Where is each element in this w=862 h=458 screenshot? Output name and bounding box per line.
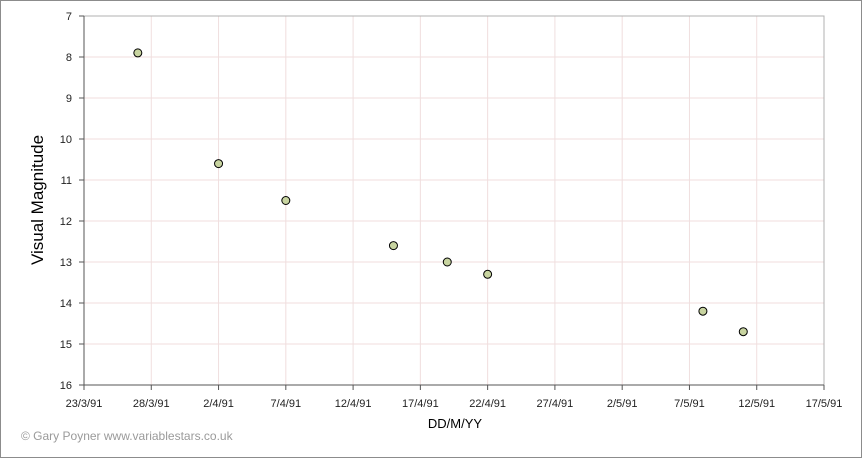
x-tick-label: 12/4/91 <box>335 398 372 410</box>
y-tick-label: 9 <box>66 93 72 105</box>
x-axis-title: DD/M/YY <box>428 416 483 431</box>
y-axis-title: Visual Magnitude <box>28 135 47 265</box>
x-tick-label: 2/5/91 <box>607 398 638 410</box>
y-tick-label: 8 <box>66 52 72 64</box>
data-point <box>281 196 291 205</box>
copyright-notice: © Gary Poyner www.variablestars.co.uk <box>21 429 233 443</box>
data-point <box>483 269 493 279</box>
x-tick-label: 12/5/91 <box>738 398 775 410</box>
y-tick-label: 13 <box>60 257 72 269</box>
data-point <box>698 306 708 316</box>
x-axis-ticks: 23/3/91 28/3/91 2/4/91 7/4/91 12/4/91 17/4/91… <box>66 385 843 410</box>
x-tick-label: 7/4/91 <box>271 398 302 410</box>
x-tick-label: 22/4/91 <box>469 398 506 410</box>
data-point <box>133 48 143 58</box>
y-tick-label: 16 <box>60 380 72 392</box>
y-tick-label: 12 <box>60 216 72 228</box>
data-points <box>133 48 748 337</box>
x-tick-label: 28/3/91 <box>133 398 170 410</box>
axes <box>83 16 824 386</box>
y-tick-label: 14 <box>60 298 72 310</box>
plot-area <box>83 15 825 386</box>
y-tick-label: 15 <box>60 339 72 351</box>
x-tick-label: 2/4/91 <box>203 398 234 410</box>
y-tick-label: 7 <box>66 11 72 23</box>
y-tick-label: 10 <box>60 134 72 146</box>
data-point <box>738 327 748 337</box>
x-tick-label: 17/5/91 <box>806 398 843 410</box>
data-point <box>214 159 224 169</box>
grid <box>84 16 824 385</box>
x-tick-label: 7/5/91 <box>674 398 705 410</box>
x-tick-label: 17/4/91 <box>402 398 439 410</box>
x-tick-label: 27/4/91 <box>537 398 574 410</box>
data-point <box>388 241 398 251</box>
data-point <box>442 257 452 267</box>
y-tick-label: 11 <box>61 175 72 187</box>
y-axis-ticks: 7 8 9 10 11 12 13 14 15 16 <box>60 11 84 392</box>
x-tick-label: 23/3/91 <box>66 398 103 410</box>
